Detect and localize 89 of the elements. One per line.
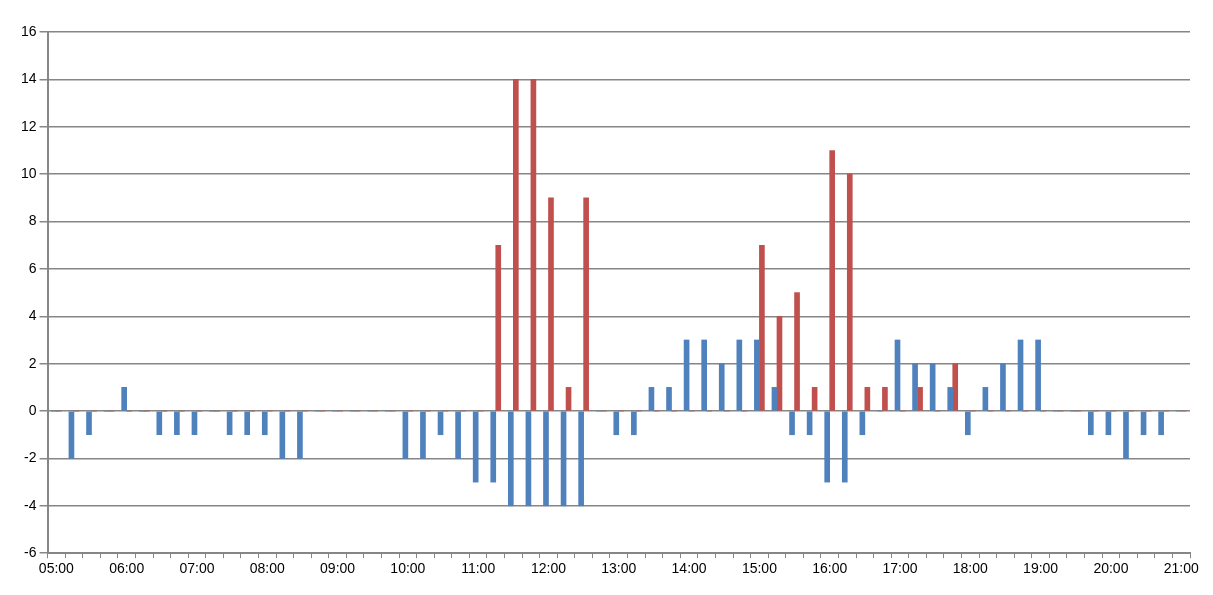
bar [841,411,848,483]
bar [811,387,818,411]
bar [543,411,549,507]
x-tick-label: 15:00 [741,560,778,577]
bar [420,411,426,459]
bar [754,339,760,411]
x-tick-label: 10:00 [390,560,426,577]
bar [771,387,778,411]
y-tick-label: 4 [28,307,37,324]
x-tick-label: 12:00 [530,560,567,577]
bar [548,197,554,411]
bar [490,411,497,483]
bar [1035,339,1041,411]
bar [759,244,765,411]
x-tick-label: 05:00 [38,560,75,577]
y-tick-label: 16 [20,22,37,39]
bar [1158,411,1164,436]
bar [947,387,954,411]
bar [297,411,303,459]
bar [1088,411,1094,436]
bar [565,387,572,411]
bar [513,79,519,411]
y-tick-label: 0 [28,401,37,418]
bar [882,387,888,411]
y-tick-label: -4 [24,496,37,513]
bar [191,411,198,436]
bar [806,411,813,436]
bar [583,197,589,411]
bar [701,339,707,411]
x-tick-label: 17:00 [882,560,918,577]
bar [86,411,92,436]
x-tick-label: 19:00 [1023,560,1059,577]
bar [917,387,923,411]
bar [718,363,725,411]
bar [613,411,620,436]
bar [829,150,836,411]
bar [495,244,502,411]
x-tick-label: 14:00 [671,560,707,577]
x-tick-label: 21:00 [1163,560,1199,577]
bar [1000,363,1006,411]
bar [578,411,584,507]
bar [929,363,936,411]
bar [402,411,409,459]
bar [1105,411,1112,436]
bar [648,387,655,411]
bar [1140,411,1147,436]
bar [824,411,831,483]
y-tick-label: 6 [28,259,37,276]
bar [666,387,672,411]
x-tick-label: 20:00 [1093,560,1129,577]
bar [794,292,800,411]
y-tick-label: 2 [28,354,37,371]
bar [912,363,918,411]
bar [261,411,268,436]
bar [864,387,871,411]
bar [244,411,251,436]
bar [174,411,180,436]
x-tick-label: 09:00 [320,560,356,577]
bar [156,411,163,436]
x-tick-label: 18:00 [952,560,989,577]
y-tick-label: 12 [20,117,37,134]
bar [964,411,971,436]
bar [982,387,989,411]
bar [226,411,233,436]
y-tick-label: -6 [24,544,37,561]
bar [952,363,959,411]
x-tick-label: 08:00 [249,560,285,577]
bar [789,411,795,436]
x-tick-label: 13:00 [601,560,637,577]
bar [455,411,461,459]
y-tick-label: 8 [28,212,37,229]
y-tick-label: 14 [20,70,37,87]
bar [736,339,743,411]
bar [437,411,444,436]
bar [68,411,75,459]
x-tick-label: 06:00 [109,560,145,577]
x-tick-label: 07:00 [179,560,215,577]
x-tick-label: 16:00 [812,560,848,577]
bar [1123,411,1129,459]
bar [508,411,514,507]
bar [279,411,286,459]
bar [121,387,127,411]
bar [472,411,479,483]
bar [631,411,637,436]
bar [859,411,866,436]
y-tick-label: -2 [24,449,37,466]
bar [846,173,853,411]
y-tick-label: 10 [20,165,37,181]
x-tick-label: 11:00 [461,560,496,577]
